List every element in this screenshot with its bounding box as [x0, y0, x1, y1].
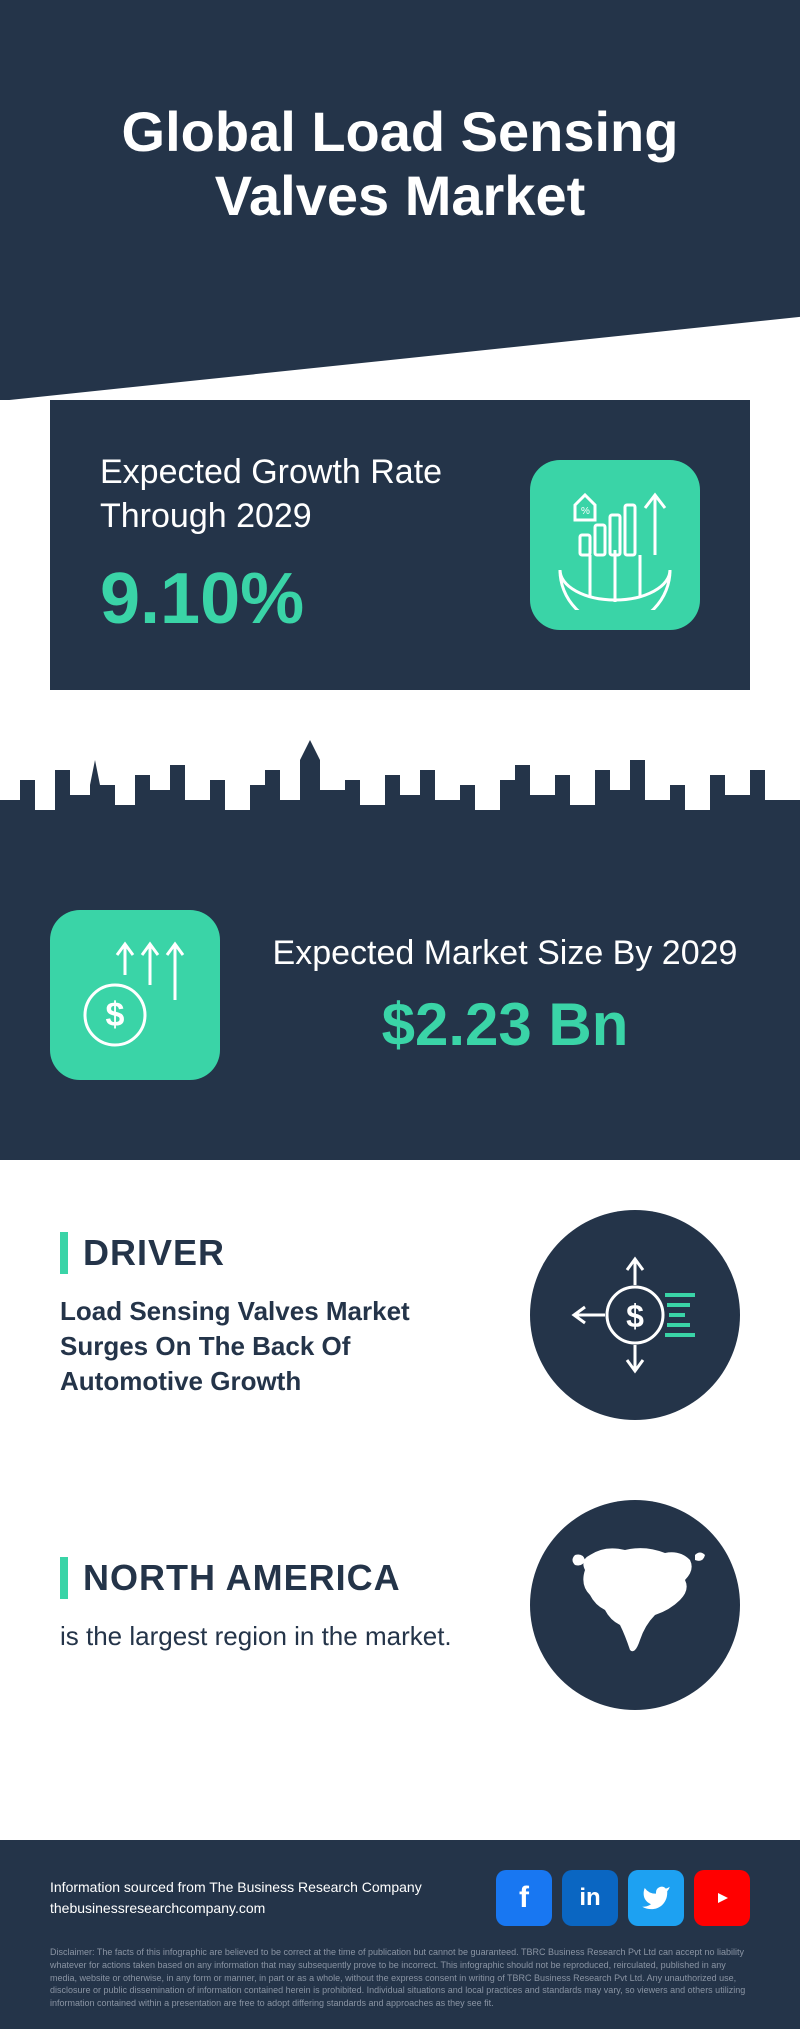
footer-section: Information sourced from The Business Re… — [0, 1840, 800, 2029]
youtube-button[interactable] — [694, 1870, 750, 1926]
svg-text:$: $ — [106, 996, 125, 1034]
facebook-icon: f — [519, 1881, 529, 1915]
driver-section: DRIVER Load Sensing Valves Market Surges… — [0, 1160, 800, 1450]
svg-text:$: $ — [626, 1298, 644, 1334]
youtube-play-icon — [705, 1886, 739, 1910]
twitter-button[interactable] — [628, 1870, 684, 1926]
market-text: Expected Market Size By 2029 $2.23 Bn — [260, 931, 750, 1059]
market-icon-box: $ — [50, 910, 220, 1080]
region-icon-circle — [530, 1500, 740, 1710]
driver-title: DRIVER — [60, 1232, 490, 1274]
twitter-icon — [641, 1883, 671, 1913]
growth-text: Expected Growth Rate Through 2029 9.10% — [100, 450, 530, 640]
market-label: Expected Market Size By 2029 — [260, 931, 750, 975]
region-text: NORTH AMERICA is the largest region in t… — [60, 1557, 490, 1654]
north-america-map-icon — [555, 1525, 715, 1685]
svg-text:%: % — [581, 506, 590, 517]
linkedin-button[interactable]: in — [562, 1870, 618, 1926]
driver-icon-circle: $ — [530, 1210, 740, 1420]
skyline-icon — [0, 730, 800, 850]
growth-icon-box: % — [530, 460, 700, 630]
source-line-1: Information sourced from The Business Re… — [50, 1877, 422, 1898]
footer-source: Information sourced from The Business Re… — [50, 1877, 422, 1919]
footer-top: Information sourced from The Business Re… — [50, 1870, 750, 1926]
market-value: $2.23 Bn — [260, 990, 750, 1059]
skyline-divider — [0, 730, 800, 850]
linkedin-icon: in — [579, 1884, 600, 1912]
header-section: Global Load Sensing Valves Market — [0, 0, 800, 400]
dollar-transfer-icon: $ — [565, 1245, 705, 1385]
growth-rate-section: Expected Growth Rate Through 2029 9.10% — [50, 400, 750, 690]
growth-label: Expected Growth Rate Through 2029 — [100, 450, 530, 538]
region-section: NORTH AMERICA is the largest region in t… — [0, 1450, 800, 1740]
page-title: Global Load Sensing Valves Market — [0, 100, 800, 229]
source-line-2: thebusinessresearchcompany.com — [50, 1898, 422, 1919]
region-desc: is the largest region in the market. — [60, 1619, 490, 1654]
growth-value: 9.10% — [100, 558, 530, 640]
driver-desc: Load Sensing Valves Market Surges On The… — [60, 1294, 490, 1399]
dollar-arrows-icon: $ — [70, 930, 200, 1060]
driver-text: DRIVER Load Sensing Valves Market Surges… — [60, 1232, 490, 1399]
facebook-button[interactable]: f — [496, 1870, 552, 1926]
social-links: f in — [496, 1870, 750, 1926]
market-size-section: $ Expected Market Size By 2029 $2.23 Bn — [0, 850, 800, 1160]
region-title: NORTH AMERICA — [60, 1557, 490, 1599]
globe-chart-icon: % — [550, 480, 680, 610]
infographic-page: Global Load Sensing Valves Market Expect… — [0, 0, 800, 2029]
